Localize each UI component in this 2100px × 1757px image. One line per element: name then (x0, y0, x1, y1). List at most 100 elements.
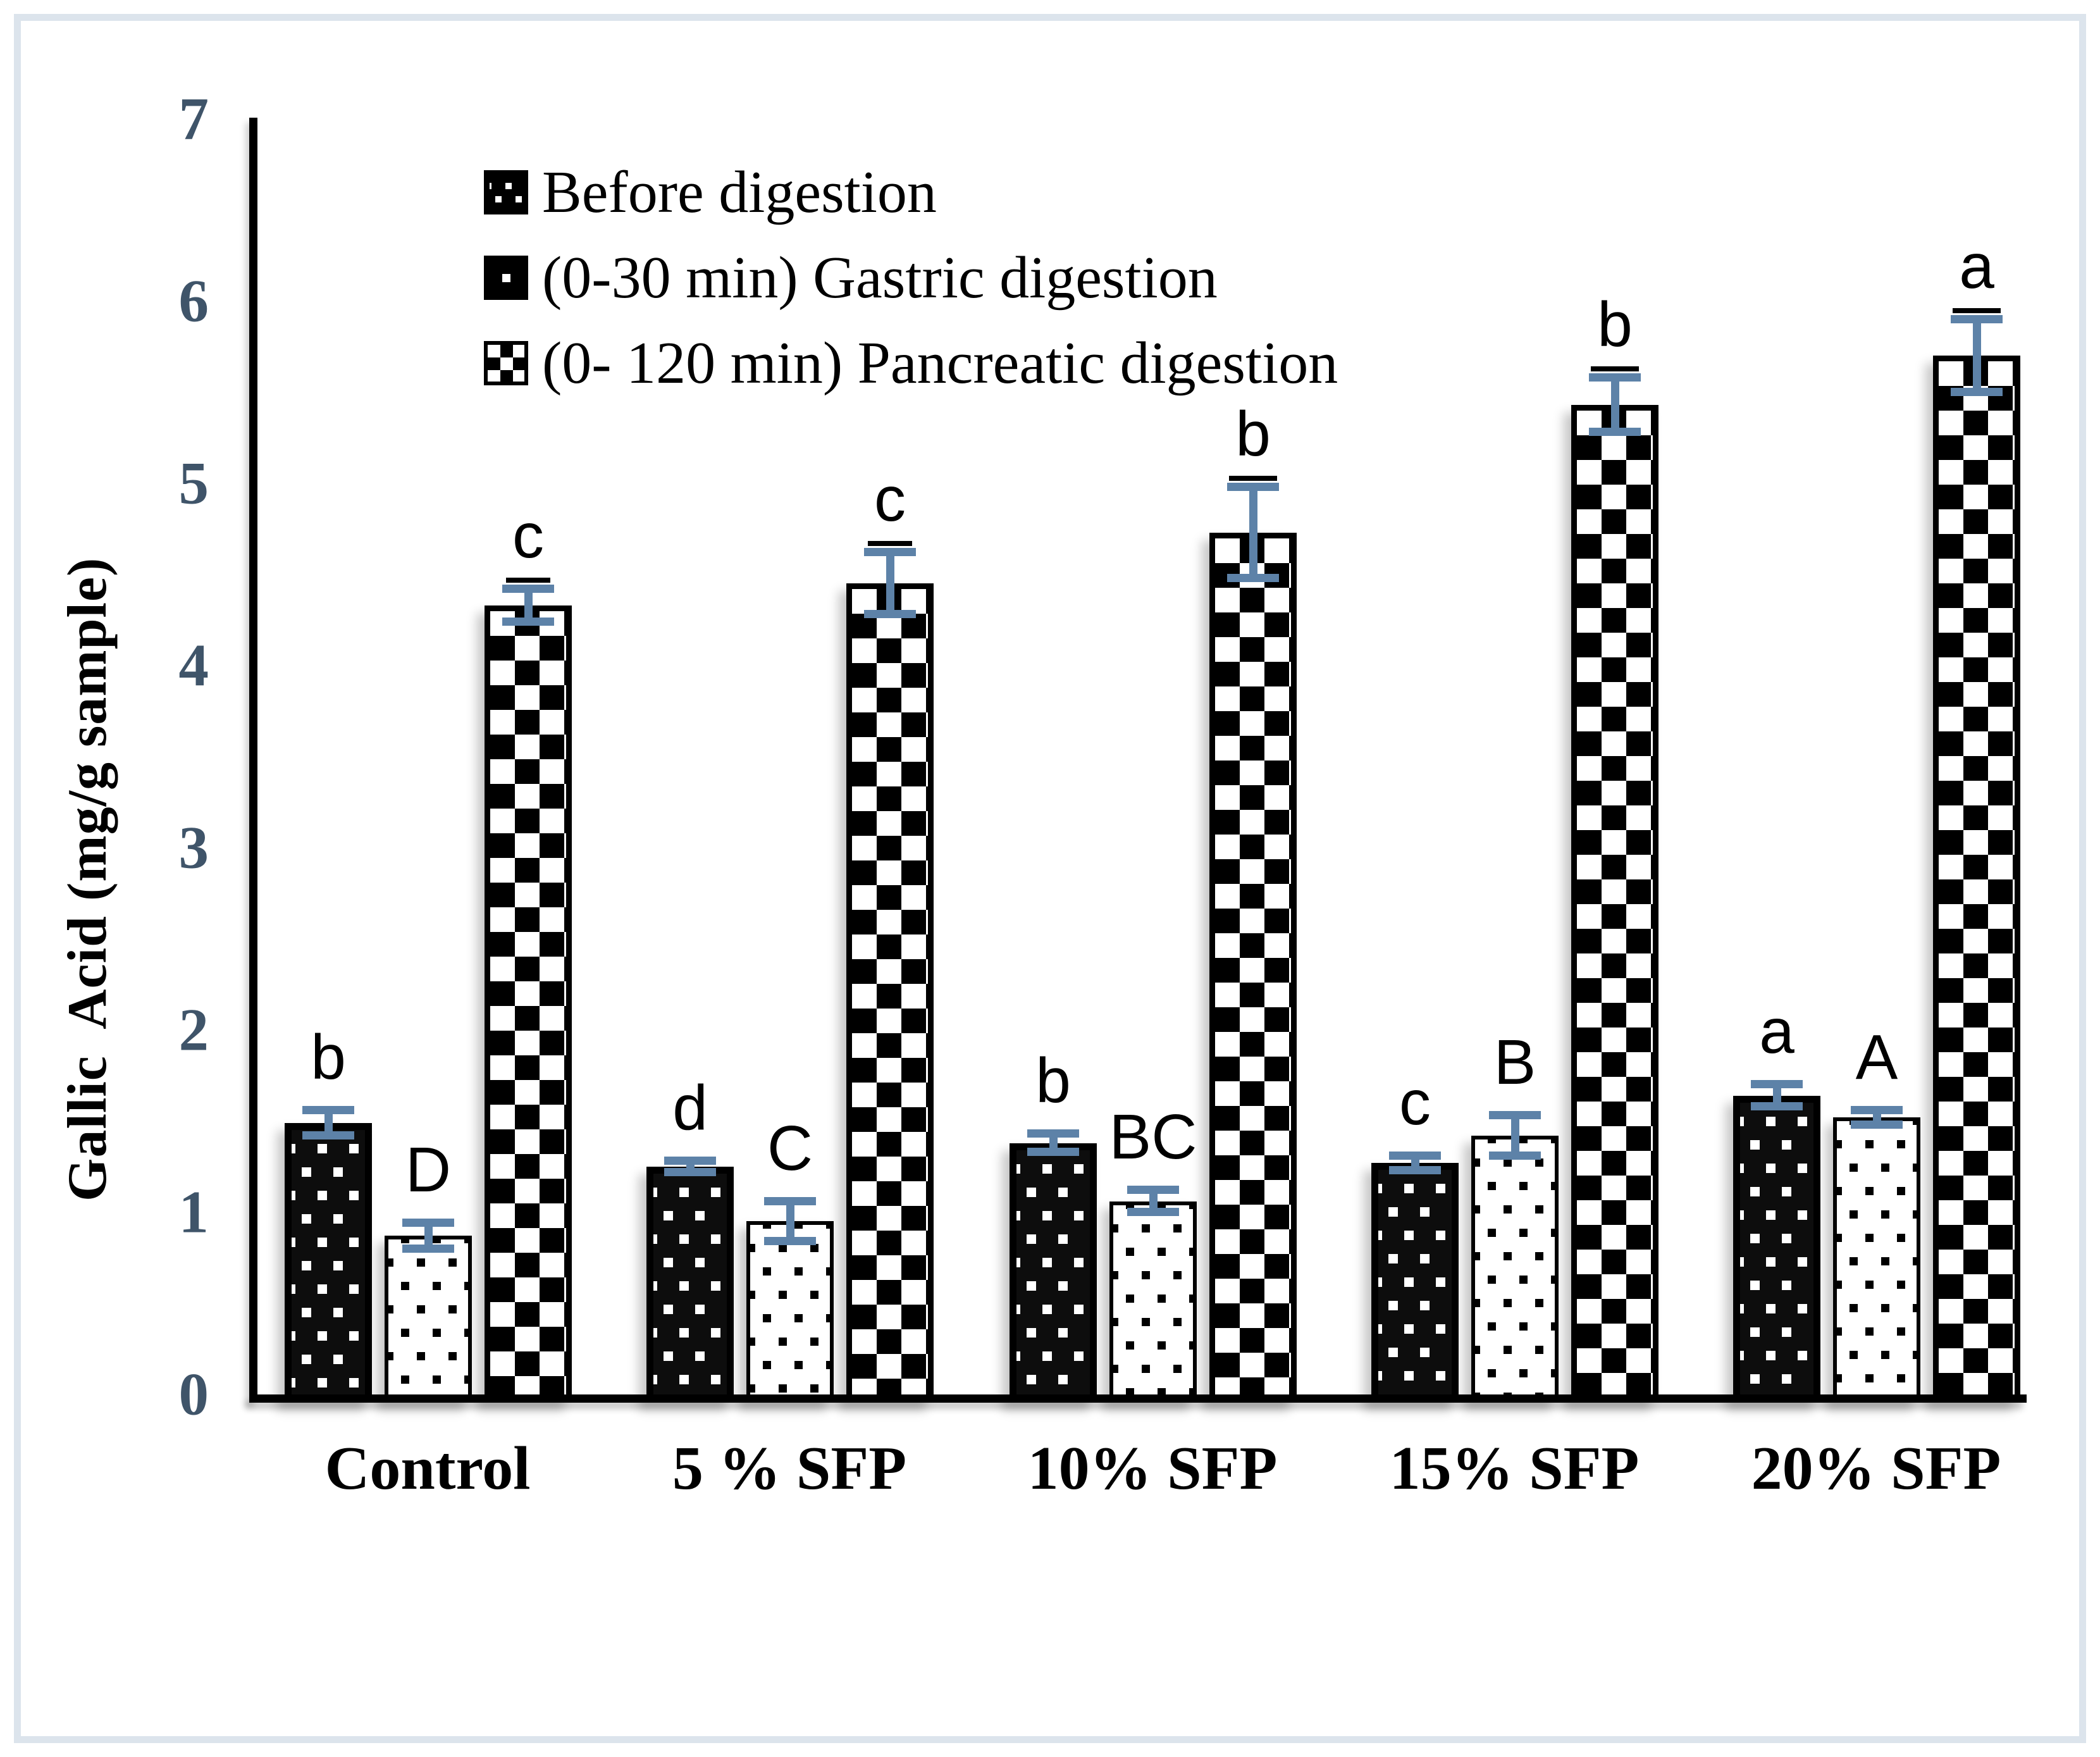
error-bar-top-cap (764, 1196, 816, 1205)
error-bar-top-cap (1851, 1105, 1903, 1114)
bar-checker-20% SFP (1933, 356, 2020, 1403)
bar-gastric-5 % SFP (746, 1221, 834, 1403)
error-bar-top-cap (1127, 1186, 1179, 1195)
significance-letter: c (808, 464, 972, 547)
significance-letter-text: c (1399, 1067, 1431, 1138)
significance-letter: C (708, 1117, 872, 1180)
error-bar-bottom-cap (1027, 1147, 1079, 1156)
error-bar-stem (1149, 1190, 1158, 1212)
y-tick-label-5: 5 (178, 449, 209, 517)
error-bar-stem (424, 1223, 433, 1249)
error-bar-top-cap (302, 1105, 354, 1114)
error-bar-stem (1611, 377, 1619, 433)
legend-label: (0- 120 min) Pancreatic digestion (542, 330, 1338, 396)
x-category-label: 5 % SFP (672, 1434, 907, 1503)
x-category-label: 20% SFP (1751, 1434, 2001, 1503)
significance-letter-text: b (311, 1021, 346, 1093)
error-bar-bottom-cap (1127, 1208, 1179, 1216)
significance-letter-text: b (1229, 398, 1277, 481)
significance-letter: D (346, 1138, 510, 1201)
error-bar-stem (1973, 319, 1981, 392)
error-bar-top-cap (1027, 1129, 1079, 1138)
significance-letter-text: d (672, 1072, 708, 1144)
legend-gastric-icon (484, 256, 528, 300)
legend-row-3: (0- 120 min) Pancreatic digestion (484, 333, 1338, 393)
error-bar-stem (1249, 487, 1257, 578)
error-bar-bottom-cap (502, 617, 554, 626)
x-category-label: 15% SFP (1389, 1434, 1640, 1503)
significance-letter: b (246, 1026, 411, 1089)
significance-letter-text: c (868, 464, 912, 547)
error-bar-bottom-cap (1951, 388, 2003, 396)
error-bar-stem (1049, 1134, 1058, 1152)
significance-letter: c (446, 500, 610, 583)
significance-letter: BC (1071, 1105, 1235, 1169)
significance-letter: d (608, 1076, 772, 1139)
error-bar-bottom-cap (402, 1244, 454, 1253)
y-tick-label-4: 4 (178, 631, 209, 699)
significance-letter-text: b (1591, 289, 1639, 371)
significance-letter: A (1794, 1026, 1959, 1089)
bar-gastric-Control (385, 1236, 472, 1403)
y-tick-label-2: 2 (178, 996, 209, 1064)
significance-letter: b (971, 1049, 1135, 1112)
bar-before-10% SFP (1010, 1143, 1097, 1403)
error-bar-bottom-cap (1389, 1165, 1441, 1174)
bar-checker-Control (485, 605, 572, 1403)
y-tick-label-7: 7 (178, 85, 209, 152)
y-tick-label-6: 6 (178, 267, 209, 335)
error-bar-bottom-cap (764, 1237, 816, 1246)
significance-letter: a (1695, 1000, 1859, 1063)
error-bar-top-cap (402, 1219, 454, 1227)
error-bar-top-cap (1389, 1151, 1441, 1160)
error-bar-bottom-cap (302, 1131, 354, 1140)
bar-before-5 % SFP (646, 1167, 734, 1403)
bar-gastric-10% SFP (1109, 1201, 1197, 1403)
legend-label: (0-30 min) Gastric digestion (542, 245, 1218, 311)
y-tick-label-3: 3 (178, 814, 209, 881)
error-bar-stem (1773, 1084, 1781, 1107)
significance-letter-text: a (1759, 996, 1794, 1067)
significance-letter-text: C (767, 1112, 813, 1184)
significance-letter: b (1533, 289, 1697, 371)
error-bar-bottom-cap (664, 1167, 716, 1176)
bar-before-Control (285, 1122, 372, 1403)
bar-before-20% SFP (1733, 1095, 1820, 1403)
error-bar-bottom-cap (1751, 1102, 1803, 1110)
error-bar-bottom-cap (1489, 1151, 1541, 1160)
error-bar-top-cap (1227, 482, 1279, 491)
error-bar-bottom-cap (1589, 428, 1641, 437)
bar-checker-10% SFP (1209, 532, 1297, 1403)
bar-checker-15% SFP (1571, 405, 1658, 1403)
x-category-label: 10% SFP (1027, 1434, 1278, 1503)
legend-before-icon (484, 170, 528, 214)
error-bar-top-cap (1589, 373, 1641, 382)
x-category-label: Control (324, 1434, 531, 1503)
significance-letter: B (1433, 1031, 1597, 1094)
significance-letter-text: c (506, 500, 550, 583)
y-axis-line (249, 118, 257, 1402)
error-bar-stem (324, 1110, 333, 1136)
significance-letter-text: B (1493, 1027, 1536, 1098)
error-bar-stem (524, 589, 533, 622)
legend-label: Before digestion (542, 159, 937, 225)
significance-letter-text: b (1035, 1045, 1071, 1117)
legend-row-1: Before digestion (484, 163, 937, 222)
error-bar-bottom-cap (1851, 1120, 1903, 1129)
error-bar-bottom-cap (1227, 573, 1279, 582)
error-bar-top-cap (1951, 314, 2003, 323)
significance-letter: b (1171, 398, 1335, 481)
error-bar-top-cap (864, 548, 916, 557)
bar-before-15% SFP (1371, 1163, 1459, 1403)
significance-letter-text: D (405, 1134, 452, 1206)
y-tick-label-0: 0 (178, 1360, 209, 1428)
significance-letter-text: A (1855, 1021, 1898, 1093)
x-axis-line (249, 1394, 2027, 1403)
significance-letter: a (1894, 230, 2059, 313)
significance-letter: c (1333, 1071, 1497, 1134)
error-bar-top-cap (1489, 1111, 1541, 1120)
error-bar-top-cap (1751, 1080, 1803, 1089)
significance-letter-text: BC (1109, 1102, 1197, 1173)
bar-gastric-20% SFP (1833, 1117, 1920, 1403)
